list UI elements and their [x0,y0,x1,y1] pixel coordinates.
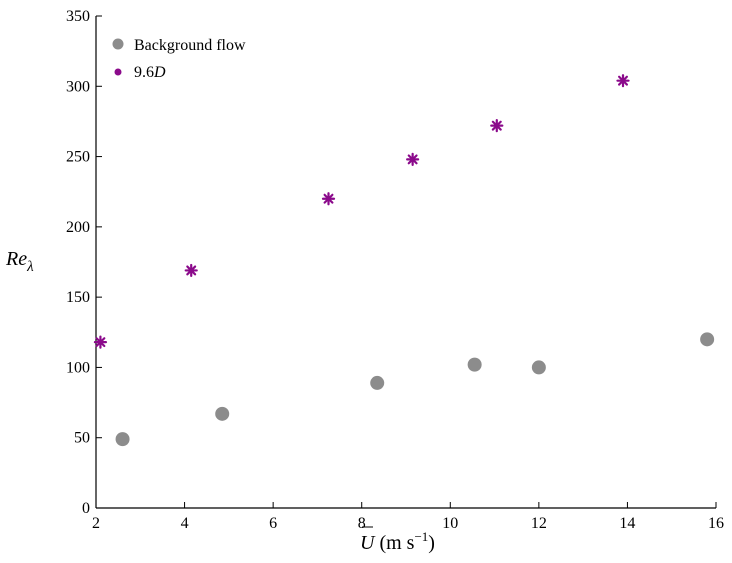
data-point-asterisk [93,335,108,349]
x-axis-title-text: U (m s−1) [360,529,435,554]
x-axis-title: U (m s−1) [360,526,435,554]
x-axis-title-unit: (m s [374,532,414,554]
data-point-asterisk [321,192,336,206]
y-tick-label: 100 [66,359,90,376]
legend-marker-dot [114,68,122,76]
legend-label-background-flow: Background flow [134,37,246,54]
y-tick-label: 200 [66,219,90,236]
y-tick-label: 250 [66,149,90,166]
x-axis-title-exponent: −1 [414,529,428,544]
data-point-circle [115,432,130,447]
legend-label-9-6d-number: 9.6 [134,64,154,81]
x-tick-label: 16 [708,515,724,532]
y-tick-label: 300 [66,78,90,95]
x-tick-label: 2 [92,515,100,532]
y-axis-title: Reλ [5,248,34,275]
legend: Background flow 9.6D [112,37,246,81]
axes [95,16,716,509]
legend-label-9-6d-letter: D [153,64,166,81]
data-point-asterisk [406,152,420,166]
data-point-circle [531,360,546,375]
x-ticks: 2 4 6 8 10 12 14 16 [92,502,724,532]
data-point-circle [215,406,230,421]
legend-label-9-6d: 9.6D [134,64,166,81]
y-ticks: 0 50 100 150 200 250 300 350 [66,8,102,517]
y-tick-label: 0 [82,500,90,517]
series-0 [115,332,715,447]
y-tick-label: 50 [74,430,90,447]
plot-area [93,74,715,447]
data-point-circle [700,332,715,347]
x-axis-title-symbol: U [360,532,376,554]
y-tick-label: 350 [66,8,90,25]
data-point-circle [370,375,385,390]
y-axis-title-sub: λ [26,259,34,275]
data-point-asterisk [616,74,630,88]
data-point-asterisk [184,263,198,278]
data-point-asterisk [490,119,504,133]
legend-marker-circle [112,38,124,50]
series-1 [93,74,630,349]
y-tick-label: 150 [66,289,90,306]
x-axis-title-close: ) [428,532,435,554]
x-tick-label: 4 [181,515,189,532]
x-tick-label: 6 [269,515,277,532]
legend-item-background-flow: Background flow [112,37,246,54]
y-axis-title-main: Re [5,248,27,270]
x-tick-label: 12 [531,515,547,532]
legend-item-9-6d: 9.6D [114,64,166,81]
data-point-circle [467,357,482,372]
x-tick-label: 8 [358,515,366,532]
x-tick-label: 14 [619,515,635,532]
x-tick-label: 10 [442,515,458,532]
